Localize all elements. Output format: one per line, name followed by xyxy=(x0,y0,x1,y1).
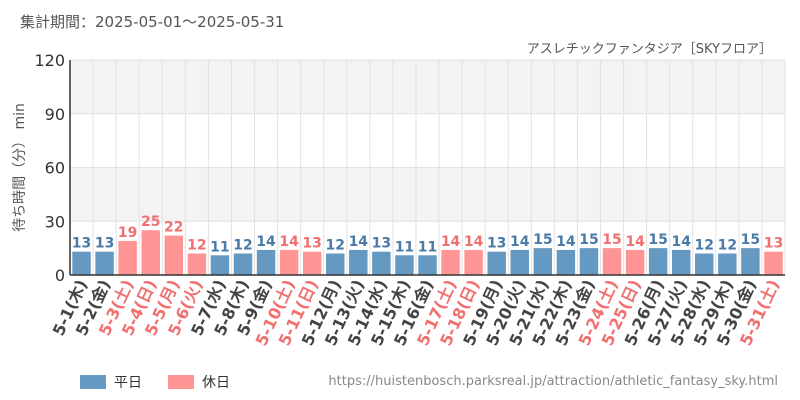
y-tick-label: 30 xyxy=(45,212,65,231)
bar xyxy=(741,248,760,275)
bar xyxy=(764,251,783,275)
bar xyxy=(95,251,114,275)
bar xyxy=(326,253,345,275)
bar xyxy=(118,240,137,275)
bar xyxy=(187,253,207,275)
bar-value-label: 13 xyxy=(72,236,91,252)
bar xyxy=(418,255,437,275)
bar xyxy=(533,248,553,275)
bar xyxy=(579,248,599,275)
bar-value-label: 14 xyxy=(464,234,484,250)
bar-value-label: 13 xyxy=(764,236,783,252)
y-tick-label: 90 xyxy=(45,105,65,124)
bar-value-label: 12 xyxy=(718,238,737,254)
bar xyxy=(395,255,414,275)
bar-value-label: 14 xyxy=(625,234,645,250)
bar-value-label: 11 xyxy=(210,239,229,255)
legend-swatch-holiday xyxy=(168,375,194,389)
bar-value-label: 15 xyxy=(648,232,667,248)
bar xyxy=(164,235,184,275)
bar xyxy=(210,255,230,275)
grid-band xyxy=(70,167,785,222)
bar-value-label: 14 xyxy=(671,234,691,250)
bar-value-label: 14 xyxy=(441,234,461,250)
bar xyxy=(625,249,645,275)
bar-value-label: 15 xyxy=(579,232,598,248)
bar-value-label: 15 xyxy=(602,232,621,248)
y-tick-label: 0 xyxy=(55,266,65,285)
bar-value-label: 19 xyxy=(118,225,137,241)
bar xyxy=(372,251,391,275)
legend: 平日 休日 xyxy=(80,372,256,392)
bar xyxy=(279,249,299,275)
bar-value-label: 15 xyxy=(741,232,760,248)
legend-label-weekday: 平日 xyxy=(114,375,142,391)
bar-value-label: 25 xyxy=(141,214,160,230)
bar xyxy=(671,249,691,275)
bar-value-label: 13 xyxy=(302,236,321,252)
y-tick-label: 60 xyxy=(45,159,65,178)
bar-value-label: 22 xyxy=(164,220,183,236)
bar-value-label: 14 xyxy=(279,234,299,250)
bar-value-label: 14 xyxy=(510,234,530,250)
bar xyxy=(72,251,91,275)
bar-value-label: 13 xyxy=(372,236,391,252)
source-url: https://huistenbosch.parksreal.jp/attrac… xyxy=(328,374,778,389)
bar-value-label: 12 xyxy=(233,238,252,254)
bar xyxy=(302,251,322,275)
bar-value-label: 12 xyxy=(695,238,714,254)
bar xyxy=(349,249,368,275)
bar xyxy=(602,248,622,275)
grid-band xyxy=(70,60,785,114)
bar-value-label: 14 xyxy=(556,234,576,250)
y-axis-label: 待ち時間（分） min xyxy=(12,103,28,232)
bar xyxy=(718,253,737,275)
bar xyxy=(648,248,668,275)
legend-label-holiday: 休日 xyxy=(202,375,230,391)
bar-value-label: 14 xyxy=(349,234,369,250)
bar xyxy=(464,249,483,275)
bar-value-label: 13 xyxy=(487,236,506,252)
bar xyxy=(556,249,576,275)
y-tick-label: 120 xyxy=(34,51,65,70)
legend-swatch-weekday xyxy=(80,375,106,389)
bar xyxy=(141,230,160,275)
bar xyxy=(256,249,276,275)
bar-value-label: 15 xyxy=(533,232,552,248)
bar-value-label: 13 xyxy=(95,236,114,252)
bar xyxy=(233,253,253,275)
period-label: 集計期間：2025-05-01～2025-05-31 xyxy=(20,13,285,31)
bar-value-label: 14 xyxy=(256,234,276,250)
bar-value-label: 12 xyxy=(325,238,344,254)
bar-value-label: 11 xyxy=(418,239,437,255)
bar xyxy=(487,251,506,275)
bar xyxy=(510,249,529,275)
bar xyxy=(441,249,460,275)
legend-item-holiday: 休日 xyxy=(168,372,230,392)
bar xyxy=(695,253,714,275)
bar-value-label: 12 xyxy=(187,238,206,254)
legend-item-weekday: 平日 xyxy=(80,372,142,392)
chart-title: アスレチックファンタジア［SKYフロア］ xyxy=(526,42,772,57)
bar-value-label: 11 xyxy=(395,239,414,255)
